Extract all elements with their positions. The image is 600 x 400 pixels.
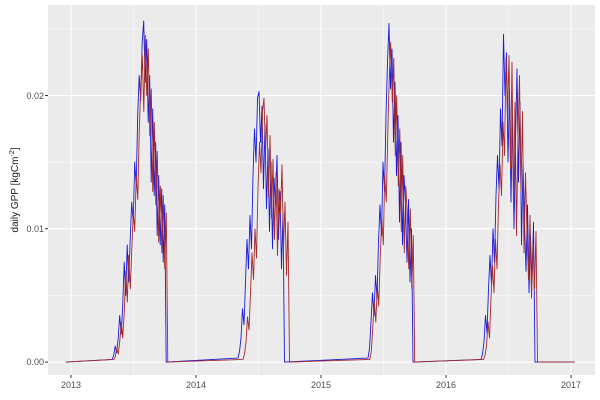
series-line-blue [65, 20, 575, 363]
x-axis-tick-label: 2016 [435, 380, 457, 390]
y-axis-tick-label: 0.02 [26, 90, 44, 101]
series-line-dark-red [65, 35, 575, 363]
y-axis-title-text: daily GPP [kgCm [10, 156, 22, 233]
x-axis-tick-label: 2013 [60, 380, 82, 390]
x-axis-tick-label: 2014 [185, 380, 207, 390]
y-axis-title-superscript: -2 [8, 150, 16, 157]
y-axis-title-suffix: ] [10, 147, 22, 151]
x-axis-tick-label: 2015 [310, 380, 332, 390]
x-axis-tick-label: 2017 [560, 380, 582, 390]
y-axis-tick-label: 0.01 [26, 223, 44, 234]
y-axis-tick-label: 0.00 [26, 357, 44, 368]
